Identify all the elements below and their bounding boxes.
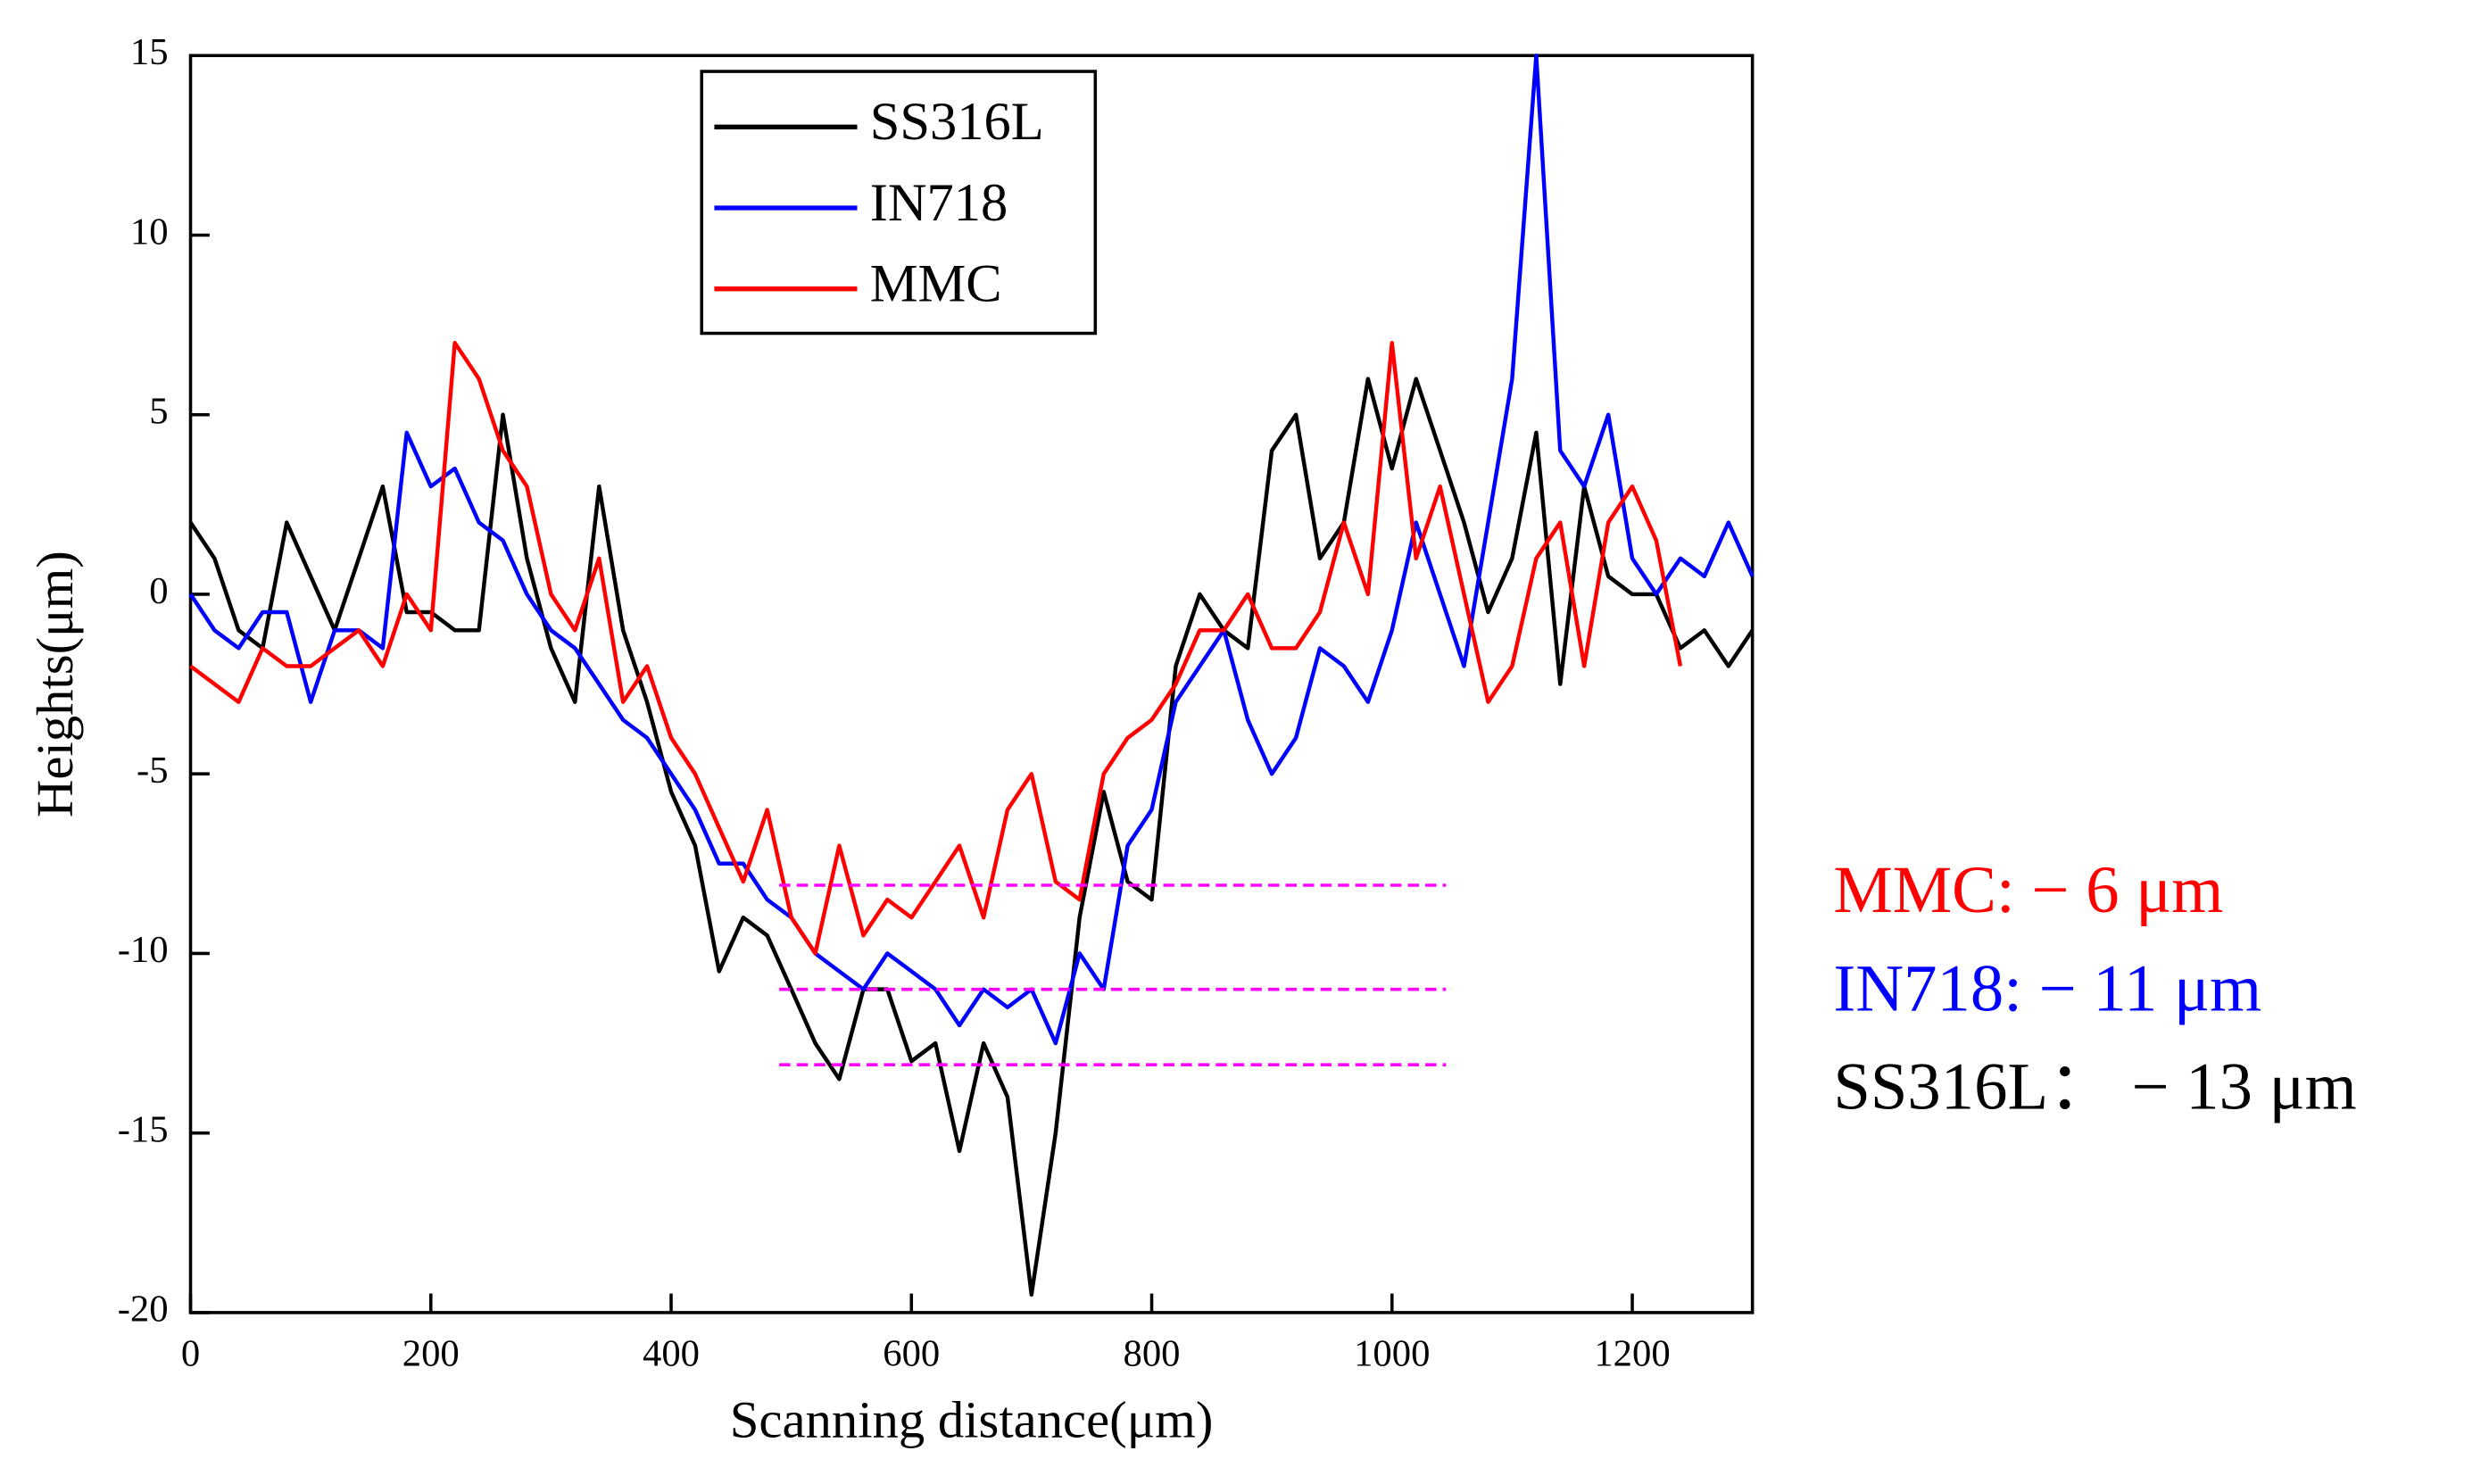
y-tick-label: -15 bbox=[118, 1108, 169, 1150]
x-tick-label: 1000 bbox=[1354, 1333, 1430, 1375]
legend-label: IN718 bbox=[870, 173, 1008, 233]
annotation: IN718: − 11 μm bbox=[1833, 951, 2261, 1025]
y-tick-label: 5 bbox=[149, 391, 168, 433]
x-tick-label: 400 bbox=[643, 1333, 700, 1375]
y-tick-label: 10 bbox=[130, 211, 169, 253]
legend-label: SS316L bbox=[870, 92, 1044, 152]
y-tick-label: -5 bbox=[137, 750, 169, 792]
data-line bbox=[188, 377, 1755, 1297]
y-tick-label: -10 bbox=[118, 929, 169, 971]
y-tick-label: 0 bbox=[149, 570, 168, 612]
data-line bbox=[189, 340, 1683, 956]
x-tick-label: 200 bbox=[402, 1333, 460, 1375]
y-tick-label: -20 bbox=[118, 1289, 169, 1331]
x-tick-label: 800 bbox=[1124, 1333, 1181, 1375]
annotation: SS316L： − 13 μm bbox=[1833, 1050, 2356, 1124]
y-tick-label: 15 bbox=[130, 31, 169, 73]
plot-frame bbox=[188, 54, 1755, 1314]
annotation: MMC: − 6 μm bbox=[1833, 853, 2223, 927]
x-tick-label: 0 bbox=[181, 1333, 200, 1375]
y-axis-title: Heights(μm) bbox=[26, 551, 84, 817]
x-tick-label: 1200 bbox=[1594, 1333, 1670, 1375]
x-tick-label: 600 bbox=[883, 1333, 940, 1375]
x-axis-title: Scanning distance(μm) bbox=[730, 1391, 1214, 1449]
legend-label: MMC bbox=[870, 254, 1002, 314]
data-line bbox=[188, 54, 1755, 1046]
